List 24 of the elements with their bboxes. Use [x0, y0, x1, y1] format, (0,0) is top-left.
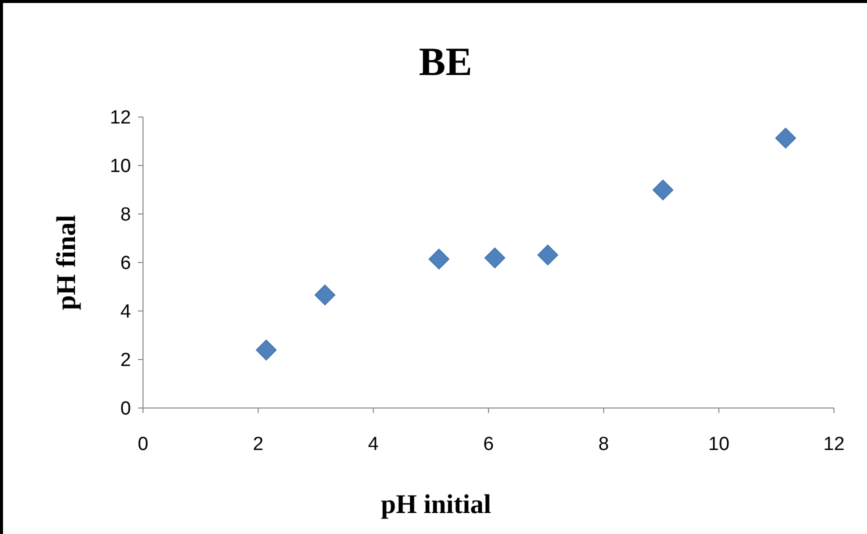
- x-tick-label: 6: [483, 434, 494, 455]
- x-tick-label: 12: [823, 434, 845, 455]
- point: [775, 128, 796, 148]
- y-axis-title: pH final: [51, 214, 81, 310]
- y-tick-label: 6: [120, 253, 131, 274]
- point: [652, 180, 674, 200]
- y-tick-label: 10: [110, 156, 131, 178]
- y-tick-label: 4: [120, 302, 132, 323]
- y-tick-label: 2: [120, 350, 131, 372]
- point: [314, 284, 336, 306]
- point: [256, 340, 277, 360]
- x-tick-label: 4: [368, 434, 380, 455]
- x-tick-label: 2: [252, 434, 264, 455]
- chart-title: BE: [418, 39, 472, 84]
- y-tick-label: 8: [120, 204, 131, 226]
- x-tick-label: 0: [138, 434, 148, 455]
- x-tick-label: 10: [708, 434, 730, 455]
- point: [428, 248, 450, 270]
- x-axis-title: pH initial: [380, 489, 492, 519]
- y-tick-label: 0: [120, 398, 131, 420]
- x-tick-label: 8: [598, 434, 609, 455]
- point: [484, 247, 506, 268]
- point: [537, 244, 558, 266]
- y-tick-label: 12: [110, 108, 131, 129]
